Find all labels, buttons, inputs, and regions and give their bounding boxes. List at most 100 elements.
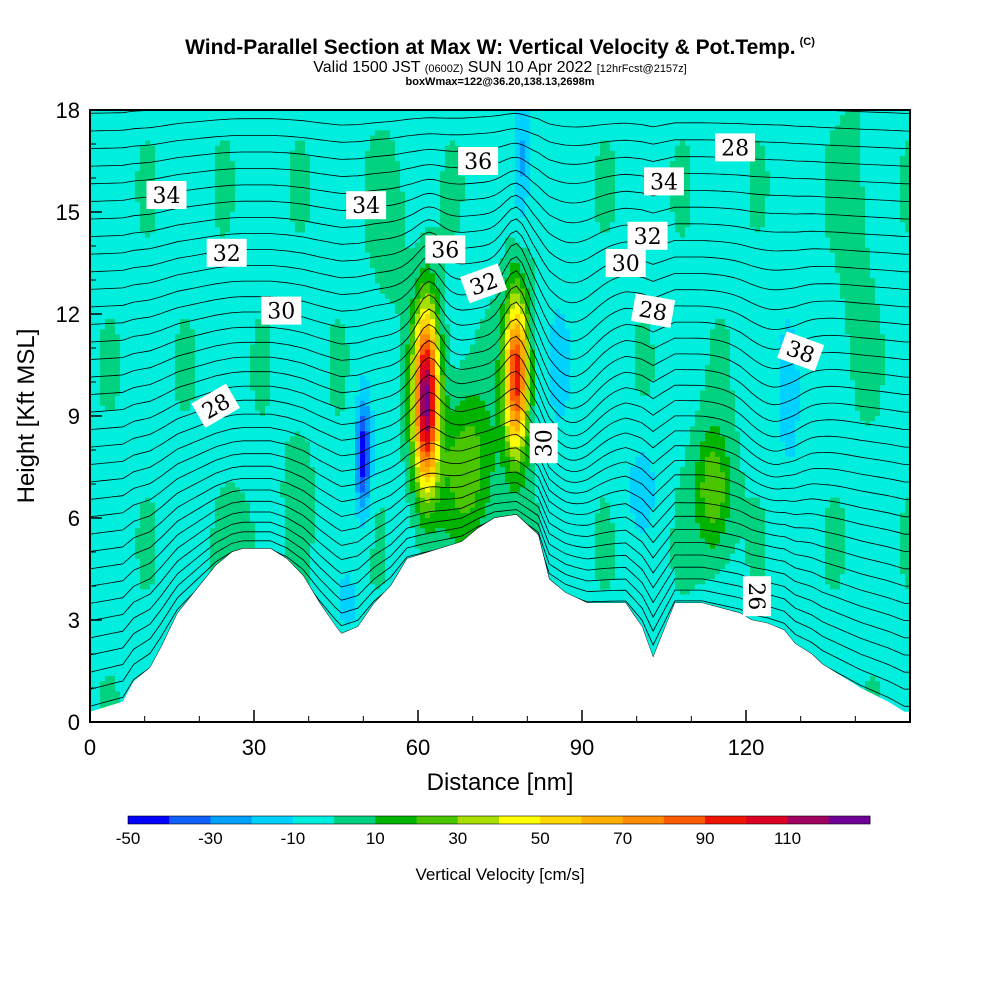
velocity-cell (90, 155, 141, 162)
velocity-cell (505, 472, 526, 478)
velocity-cell (370, 507, 381, 514)
velocity-cell (865, 217, 901, 223)
velocity-cell (155, 512, 216, 519)
velocity-cell (410, 349, 416, 356)
velocity-cell (675, 569, 721, 575)
velocity-cell (765, 166, 826, 172)
theta-contour-line (90, 433, 910, 518)
velocity-cell (535, 421, 696, 427)
velocity-cell (335, 319, 341, 325)
velocity-cell (400, 344, 406, 351)
colorbar-tick-label: 70 (613, 829, 632, 848)
velocity-cell (115, 319, 181, 325)
velocity-cell (415, 329, 421, 335)
velocity-cell (635, 344, 656, 351)
velocity-cell (765, 543, 826, 550)
velocity-cell (355, 456, 361, 463)
velocity-cell (570, 395, 701, 402)
velocity-cell (215, 518, 251, 524)
velocity-cell (735, 416, 781, 422)
velocity-cell (710, 354, 731, 361)
velocity-cell (155, 569, 211, 575)
velocity-cell (100, 349, 121, 356)
velocity-cell (385, 512, 411, 519)
velocity-cell (430, 472, 436, 478)
velocity-cell (400, 390, 406, 397)
velocity-cell (610, 518, 636, 524)
velocity-cell (410, 410, 416, 417)
velocity-cell (230, 150, 291, 157)
velocity-cell (610, 507, 631, 514)
colorbar-swatch (746, 816, 788, 824)
velocity-cell (435, 365, 441, 371)
velocity-cell (415, 370, 421, 376)
velocity-cell (535, 344, 551, 351)
velocity-cell (90, 620, 221, 626)
velocity-cell (800, 400, 856, 407)
velocity-cell (700, 492, 726, 499)
velocity-cell (420, 385, 426, 392)
velocity-cell (340, 604, 356, 611)
velocity-cell (510, 354, 516, 361)
velocity-cell (435, 390, 441, 397)
velocity-cell (480, 482, 491, 488)
velocity-cell (525, 298, 531, 305)
velocity-cell (140, 161, 156, 167)
velocity-cell (710, 518, 716, 524)
velocity-cell (435, 451, 441, 458)
velocity-cell (435, 426, 441, 432)
velocity-cell (430, 400, 436, 407)
velocity-cell (355, 502, 361, 509)
velocity-cell (420, 446, 426, 453)
velocity-cell (725, 497, 731, 504)
velocity-cell (410, 385, 416, 392)
velocity-cell (400, 166, 446, 172)
velocity-cell (90, 431, 296, 437)
velocity-cell (510, 298, 521, 305)
velocity-cell (645, 451, 686, 458)
velocity-cell (825, 523, 846, 529)
velocity-cell (745, 553, 766, 560)
velocity-cell (360, 441, 366, 448)
velocity-cell (195, 365, 251, 371)
velocity-cell (415, 492, 421, 499)
velocity-cell (355, 467, 361, 473)
velocity-cell (220, 140, 231, 147)
velocity-cell (450, 477, 481, 483)
velocity-cell (90, 140, 146, 147)
velocity-cell (195, 344, 251, 351)
velocity-cell (570, 385, 636, 392)
velocity-cell (530, 140, 601, 147)
velocity-cell (865, 212, 901, 218)
velocity-cell (290, 563, 311, 570)
velocity-cell (700, 456, 706, 463)
velocity-cell (445, 431, 461, 437)
velocity-cell (525, 201, 596, 208)
velocity-cell (595, 563, 616, 570)
velocity-cell (870, 263, 910, 269)
velocity-cell (825, 574, 841, 580)
velocity-cell (510, 263, 521, 269)
velocity-cell (175, 390, 196, 397)
velocity-cell (705, 380, 731, 386)
velocity-cell (830, 584, 841, 590)
colorbar-tick-label: 30 (448, 829, 467, 848)
velocity-cell (550, 329, 571, 335)
velocity-cell (525, 410, 531, 417)
velocity-cell (730, 477, 746, 483)
velocity-cell (305, 589, 341, 596)
velocity-cell (490, 482, 511, 488)
velocity-cell (520, 212, 526, 218)
velocity-cell (595, 528, 616, 534)
colorbar-swatch (540, 816, 582, 824)
velocity-cell (255, 319, 266, 325)
velocity-cell (460, 201, 516, 208)
velocity-cell (510, 329, 521, 335)
velocity-cell (430, 263, 446, 269)
velocity-cell (500, 303, 506, 310)
velocity-cell (745, 487, 910, 494)
velocity-cell (720, 512, 731, 519)
velocity-cell (510, 375, 516, 381)
velocity-cell (285, 472, 316, 478)
velocity-cell (410, 431, 416, 437)
